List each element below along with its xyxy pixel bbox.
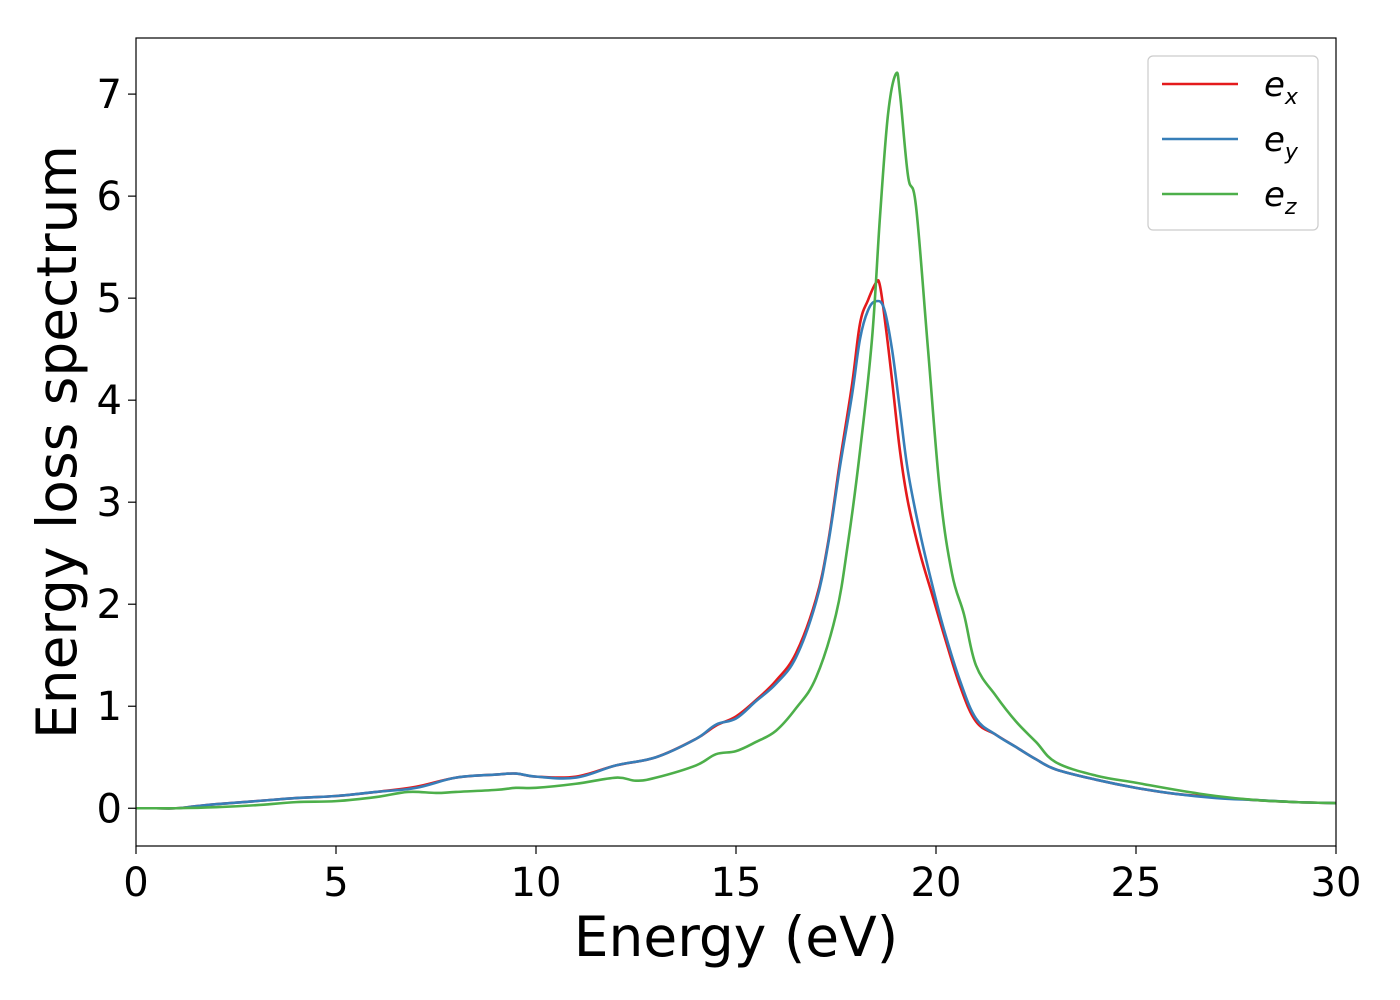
series-layer	[136, 71, 1336, 810]
series-line-z	[136, 71, 1336, 810]
x-tick-label: 0	[123, 860, 148, 906]
legend-label-base: e	[1264, 120, 1285, 160]
legend-label-y: ey	[1264, 120, 1299, 165]
y-tick-label: 4	[97, 378, 122, 424]
legend-label-subscript: y	[1284, 140, 1299, 165]
legend-label-x: ex	[1264, 65, 1299, 110]
legend-box	[1147, 55, 1319, 231]
x-axis: 0 5 10 15 20 25 30	[123, 846, 1361, 906]
legend-label-base: e	[1264, 175, 1285, 215]
series-line-y	[136, 299, 1336, 810]
x-tick-label: 10	[511, 860, 562, 906]
x-tick-label: 5	[323, 860, 348, 906]
legend-label-z: ez	[1264, 175, 1297, 220]
y-tick-label: 3	[97, 480, 122, 526]
y-tick-label: 2	[97, 582, 122, 628]
x-tick-label: 30	[1311, 860, 1362, 906]
legend-label-subscript: x	[1284, 85, 1299, 110]
x-tick-label: 15	[711, 860, 762, 906]
y-axis-label: Energy loss spectrum	[25, 145, 89, 739]
x-axis-label: Energy (eV)	[574, 905, 898, 969]
y-tick-label: 5	[97, 276, 122, 322]
legend-label-base: e	[1264, 65, 1285, 105]
y-tick-label: 7	[97, 72, 122, 118]
y-tick-label: 1	[97, 684, 122, 730]
legend-label-subscript: z	[1284, 195, 1297, 220]
x-tick-label: 20	[911, 860, 962, 906]
y-axis: 0 1 2 3 4 5 6 7	[97, 72, 136, 832]
x-tick-label: 25	[1111, 860, 1162, 906]
y-tick-label: 0	[97, 786, 122, 832]
y-tick-label: 6	[97, 174, 122, 220]
